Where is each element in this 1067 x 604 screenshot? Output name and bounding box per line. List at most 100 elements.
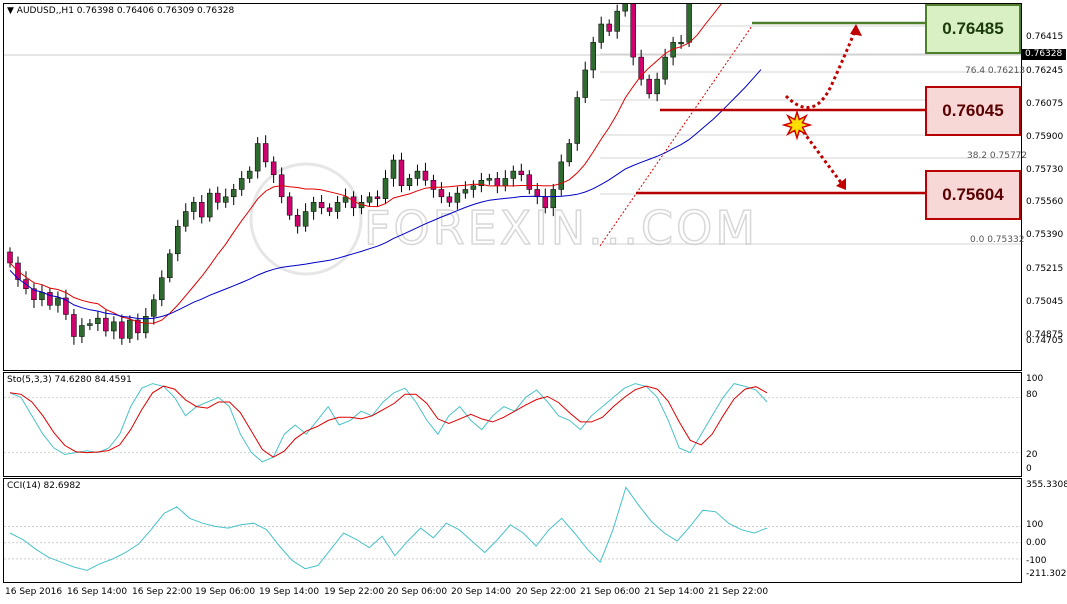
candle-bull bbox=[55, 297, 61, 306]
candle-bear bbox=[374, 196, 381, 199]
cci-line bbox=[9, 486, 768, 571]
time-tick: 16 Sep 2016 bbox=[5, 587, 63, 597]
candle-bull bbox=[686, 4, 692, 43]
time-tick: 19 Sep 06:00 bbox=[195, 587, 256, 597]
candle-bear bbox=[198, 202, 205, 218]
time-axis: 16 Sep 2016 16 Sep 14:00 16 Sep 22:00 19… bbox=[0, 584, 1067, 604]
time-tick: 19 Sep 22:00 bbox=[324, 587, 385, 597]
cci-tick: 355.3308 bbox=[1026, 480, 1067, 490]
price-axis[interactable]: 0.76415 0.76245 0.76075 0.75900 0.75730 … bbox=[1022, 3, 1067, 371]
candle-bear bbox=[638, 56, 644, 80]
candle-bull bbox=[206, 192, 213, 218]
fib-label-76: 76.4 0.76213 bbox=[965, 66, 1026, 76]
candle-bull bbox=[167, 253, 173, 278]
cci-tick: 0.00 bbox=[1026, 538, 1047, 548]
arrow-head-icon bbox=[836, 178, 846, 190]
candle-bear bbox=[398, 159, 405, 187]
current-price-tag: 0.76328 bbox=[1022, 49, 1066, 60]
cci-chart[interactable] bbox=[4, 479, 1021, 582]
candle-bear bbox=[286, 196, 293, 216]
candle-bear bbox=[430, 180, 437, 190]
candle-bull bbox=[462, 189, 469, 194]
stochastic-pane[interactable]: Sto(5,3,3) 74.6280 84.4591 bbox=[3, 372, 1022, 477]
candle-bull bbox=[502, 178, 509, 187]
cci-tick: -100 bbox=[1026, 556, 1047, 566]
candle-bear bbox=[606, 23, 612, 32]
candle-bull bbox=[582, 69, 588, 98]
candle-bull bbox=[550, 189, 557, 209]
candle-bear bbox=[446, 196, 453, 203]
price-tick: 0.76075 bbox=[1026, 99, 1064, 109]
ma-slow-line bbox=[9, 69, 762, 320]
stoch-tick: 0 bbox=[1026, 464, 1032, 474]
time-tick: 21 Sep 22:00 bbox=[708, 587, 769, 597]
candle-bull bbox=[143, 316, 149, 334]
watermark-text: FOREXIN...COM bbox=[364, 201, 758, 255]
stoch-tick: 80 bbox=[1026, 390, 1038, 400]
watermark-circle bbox=[249, 162, 363, 276]
candle-bull bbox=[470, 185, 477, 190]
time-tick: 20 Sep 06:00 bbox=[387, 587, 448, 597]
candle-bull bbox=[302, 211, 309, 227]
candle-bear bbox=[646, 78, 652, 95]
ma-fast-line bbox=[9, 4, 722, 324]
dropdown-arrow-icon[interactable]: ▼ bbox=[7, 6, 14, 16]
candle-bull bbox=[366, 196, 373, 203]
candle-bull bbox=[478, 180, 485, 187]
candle-bear bbox=[630, 4, 636, 58]
price-tick: 0.74705 bbox=[1026, 336, 1064, 346]
candle-bear bbox=[318, 202, 325, 209]
candle-bull bbox=[87, 323, 93, 326]
cci-title: CCI(14) 82.6982 bbox=[7, 481, 81, 491]
candle-bull bbox=[127, 319, 133, 339]
candle-bull bbox=[382, 178, 389, 199]
candle-bull bbox=[614, 10, 620, 32]
candle-bull bbox=[590, 42, 596, 71]
candle-bull bbox=[159, 277, 165, 301]
cci-tick: -211.3026 bbox=[1026, 569, 1067, 579]
candle-bull bbox=[222, 196, 229, 203]
candle-bear bbox=[119, 321, 125, 339]
candle-bear bbox=[214, 192, 221, 203]
fib-label-38: 38.2 0.75772 bbox=[967, 151, 1028, 161]
candle-bull bbox=[566, 143, 573, 163]
candle-bull bbox=[390, 159, 397, 179]
cci-tick: 100 bbox=[1026, 520, 1044, 530]
price-tick: 0.75730 bbox=[1026, 165, 1064, 175]
candle-bull bbox=[95, 317, 101, 324]
candle-bull bbox=[558, 161, 565, 190]
support-level-box: 0.75604 bbox=[925, 170, 1021, 220]
stoch-main-line bbox=[9, 383, 768, 463]
time-tick: 16 Sep 22:00 bbox=[132, 587, 193, 597]
bull-scenario-arrow bbox=[784, 27, 858, 109]
stochastic-chart[interactable] bbox=[4, 373, 1021, 476]
cci-pane[interactable]: CCI(14) 82.6982 bbox=[3, 478, 1022, 583]
time-tick: 21 Sep 06:00 bbox=[580, 587, 641, 597]
price-tick: 0.75045 bbox=[1026, 297, 1064, 307]
candle-bear bbox=[103, 317, 109, 332]
candle-bull bbox=[175, 225, 181, 255]
candle-bear bbox=[7, 251, 13, 264]
candle-bear bbox=[71, 314, 77, 337]
chart-header: ▼ AUDUSD,,H1 0.76398 0.76406 0.76309 0.7… bbox=[7, 6, 234, 16]
symbol-label: AUDUSD,,H1 bbox=[16, 6, 74, 16]
candle-bear bbox=[47, 292, 53, 306]
price-chart[interactable]: FOREXIN...COM bbox=[4, 4, 1021, 370]
candle-bull bbox=[310, 202, 317, 212]
stochastic-axis: 100 80 20 0 bbox=[1022, 372, 1067, 477]
candle-bull bbox=[79, 325, 85, 337]
price-tick: 0.75560 bbox=[1026, 197, 1064, 207]
candle-bull bbox=[670, 42, 676, 58]
resistance-level-box: 0.76485 bbox=[925, 4, 1021, 54]
candle-bear bbox=[526, 174, 533, 190]
price-pane[interactable]: FOREXIN...COM ▼ AUDUSD,,H1 0.76398 0.764… bbox=[3, 3, 1022, 371]
time-tick: 16 Sep 14:00 bbox=[67, 587, 128, 597]
candle-bear bbox=[534, 189, 541, 198]
price-tick: 0.75215 bbox=[1026, 264, 1064, 274]
candle-bull bbox=[662, 56, 668, 80]
candle-bull bbox=[622, 4, 628, 12]
pivot-level-box: 0.76045 bbox=[925, 86, 1021, 136]
time-tick: 20 Sep 14:00 bbox=[451, 587, 512, 597]
arrow-head-icon bbox=[850, 24, 862, 36]
candle-bull bbox=[406, 178, 413, 187]
